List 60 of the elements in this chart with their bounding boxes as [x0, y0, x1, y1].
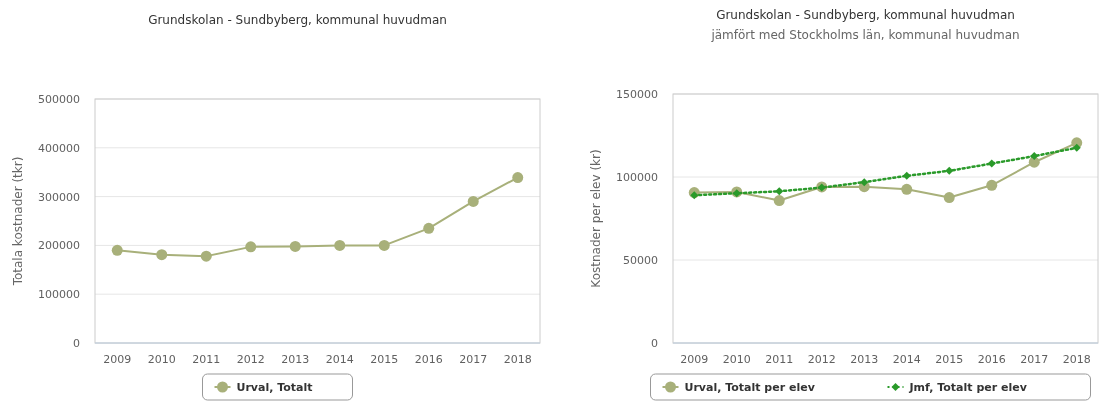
x-tick-label: 2017	[1020, 353, 1049, 366]
point	[690, 191, 699, 200]
x-tick-label: 2009	[680, 353, 709, 366]
point	[860, 178, 869, 187]
x-tick-label: 2012	[807, 353, 836, 366]
point	[467, 195, 479, 207]
point	[200, 250, 212, 262]
point	[775, 187, 784, 196]
y-tick-label: 200000	[38, 239, 80, 253]
point	[902, 171, 911, 180]
x-tick-label: 2010	[147, 353, 176, 366]
x-tick-label: 2013	[281, 353, 310, 366]
point	[378, 239, 390, 251]
point	[245, 241, 257, 253]
y-axis-title: Totala kostnader (tkr)	[11, 156, 25, 287]
x-tick-label: 2011	[192, 353, 221, 366]
y-tick-label: 400000	[38, 141, 80, 155]
chart-title: Grundskolan - Sundbyberg, kommunal huvudman	[148, 13, 447, 27]
legend-label: Urval, Totalt	[236, 381, 313, 394]
point	[512, 172, 524, 184]
y-tick-label: 0	[651, 337, 658, 350]
point	[773, 195, 785, 207]
chart-subtitle: jämfört med Stockholms län, kommunal huvudman	[710, 28, 1020, 42]
point	[901, 183, 913, 195]
point	[945, 166, 954, 175]
y-tick-label: 150000	[616, 88, 658, 101]
x-tick-label: 2016	[414, 353, 443, 366]
point	[423, 222, 435, 234]
y-tick-label: 0	[73, 337, 80, 350]
point	[987, 159, 996, 168]
x-tick-label: 2017	[459, 353, 488, 366]
x-tick-label: 2009	[103, 353, 132, 366]
point	[111, 244, 123, 256]
point	[1072, 143, 1081, 152]
x-tick-label: 2018	[503, 353, 532, 366]
x-tick-label: 2018	[1062, 353, 1091, 366]
chart-title: Grundskolan - Sundbyberg, kommunal huvudman	[716, 8, 1015, 22]
x-tick-label: 2015	[935, 353, 964, 366]
x-tick-label: 2014	[325, 353, 354, 366]
point	[334, 239, 346, 251]
y-tick-label: 100000	[616, 171, 658, 184]
y-tick-label: 500000	[38, 93, 80, 106]
x-tick-label: 2014	[892, 353, 921, 366]
point	[943, 192, 955, 204]
x-tick-label: 2016	[977, 353, 1006, 366]
x-tick-label: 2013	[850, 353, 879, 366]
point	[1030, 152, 1039, 161]
y-tick-label: 100000	[38, 288, 80, 302]
legend-label: Jmf, Totalt per elev	[908, 381, 1028, 394]
y-tick-label: 300000	[38, 190, 80, 204]
legend-label: Urval, Totalt per elev	[684, 381, 816, 394]
x-tick-label: 2012	[236, 353, 265, 366]
y-tick-label: 50000	[623, 254, 658, 267]
point	[156, 249, 168, 261]
x-tick-label: 2010	[722, 353, 751, 366]
x-tick-label: 2011	[765, 353, 794, 366]
point	[986, 179, 998, 191]
y-axis-title: Kostnader per elev (kr)	[589, 149, 603, 288]
point	[289, 240, 301, 252]
x-tick-label: 2015	[370, 353, 399, 366]
